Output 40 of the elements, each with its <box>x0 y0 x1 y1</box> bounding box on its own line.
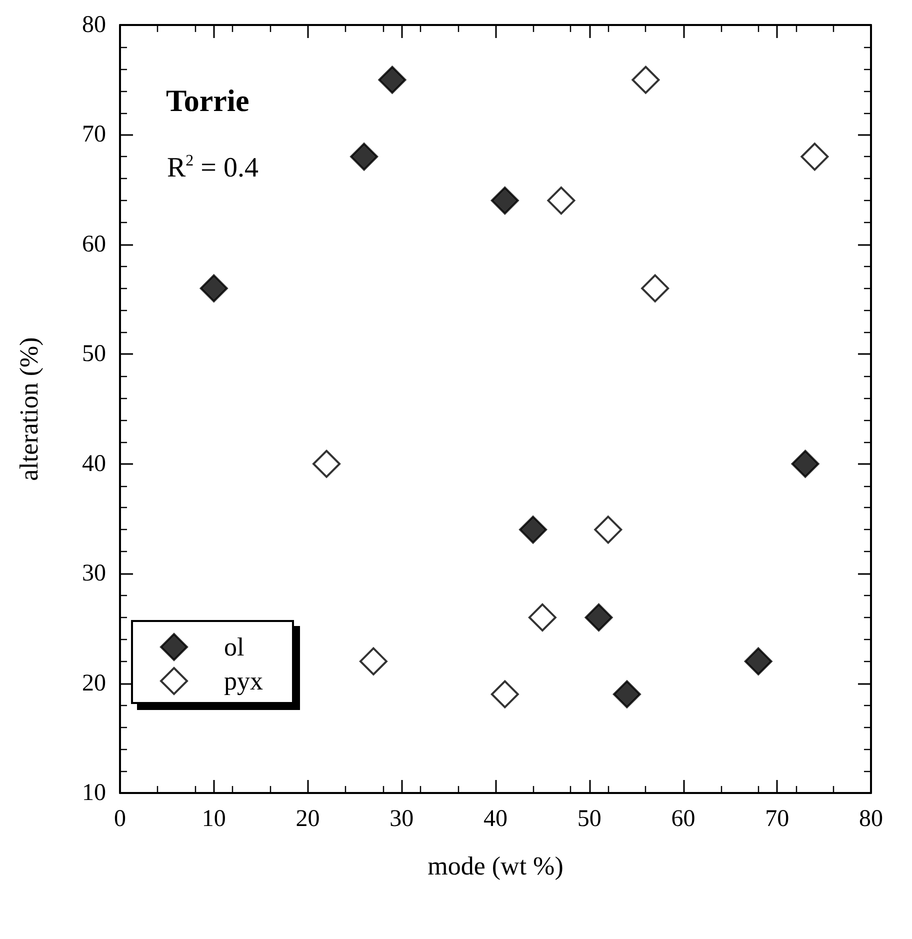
y-tick-label: 30 <box>82 560 106 587</box>
point <box>519 516 548 544</box>
y-tick-label: 20 <box>82 670 106 696</box>
point <box>744 647 772 676</box>
point <box>359 647 388 676</box>
x-tick-label: 0 <box>114 806 126 832</box>
point <box>312 450 341 478</box>
x-axis-title: mode (wt %) <box>428 852 564 880</box>
y-tick-label: 10 <box>82 780 106 806</box>
point <box>490 186 519 215</box>
legend-label: pyx <box>224 666 263 696</box>
point <box>490 680 519 708</box>
x-tick-label: 30 <box>390 806 414 832</box>
y-tick-label: 60 <box>82 231 106 258</box>
y-axis-title: alteration (%) <box>14 337 44 481</box>
y-tick-label: 80 <box>82 12 106 38</box>
point <box>547 186 576 215</box>
point <box>528 603 556 632</box>
y-tick-label: 40 <box>82 450 106 477</box>
legend-label: ol <box>224 632 244 662</box>
point <box>594 516 622 544</box>
annotation: Torrie <box>166 83 250 118</box>
point <box>584 603 613 632</box>
x-tick-label: 10 <box>202 806 226 832</box>
point <box>200 274 228 302</box>
x-tick-label: 40 <box>484 806 508 832</box>
point <box>378 66 406 94</box>
point <box>612 680 641 708</box>
point <box>791 450 820 478</box>
point <box>350 142 378 171</box>
x-tick-label: 60 <box>671 806 696 832</box>
x-tick-label: 70 <box>765 806 790 832</box>
y-tick-label: 70 <box>82 122 106 148</box>
x-tick-label: 80 <box>859 806 883 832</box>
x-tick-label: 20 <box>296 806 320 832</box>
point <box>800 142 829 171</box>
point <box>632 66 660 94</box>
point <box>641 274 670 302</box>
x-tick-label: 50 <box>577 806 602 832</box>
y-tick-label: 50 <box>82 341 106 368</box>
